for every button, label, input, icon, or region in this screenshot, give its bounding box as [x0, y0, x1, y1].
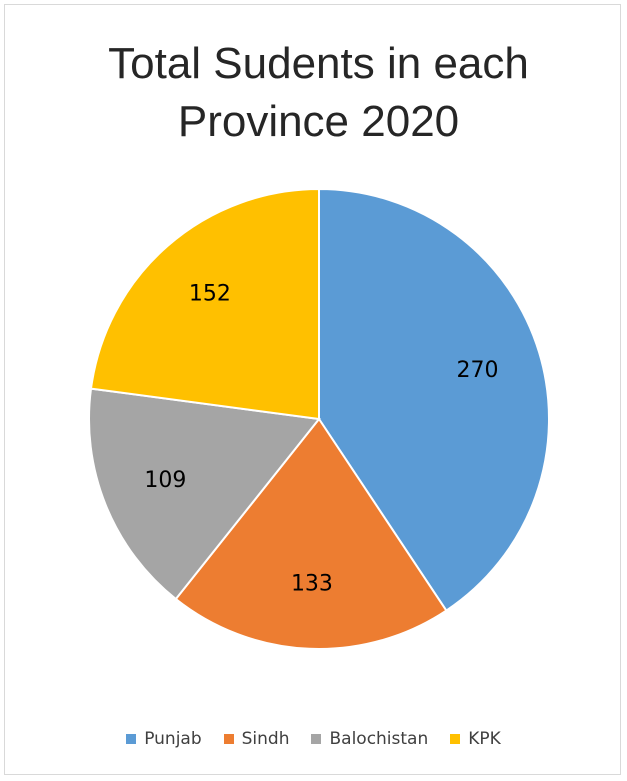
- data-label: 270: [457, 358, 499, 383]
- legend-label: Punjab: [144, 729, 202, 749]
- legend-item: Punjab: [126, 729, 202, 749]
- legend: Punjab Sindh Balochistan KPK: [5, 729, 622, 749]
- pie-slice: [174, 417, 448, 650]
- chart: Total Sudents in each Province 2020 270 1…: [4, 4, 621, 775]
- data-label: 109: [144, 468, 186, 493]
- data-label: 152: [189, 281, 231, 306]
- legend-swatch: [126, 734, 137, 744]
- legend-item: Sindh: [223, 729, 290, 749]
- legend-swatch: [450, 734, 461, 744]
- legend-label: Balochistan: [329, 729, 429, 749]
- legend-item: Balochistan: [311, 729, 428, 749]
- legend-swatch: [311, 734, 322, 744]
- chart-title: Total Sudents in each Province 2020: [108, 39, 529, 146]
- pie-slice: [88, 387, 321, 601]
- legend-item: KPK: [450, 729, 501, 749]
- data-label: 133: [291, 571, 333, 596]
- legend-swatch: [223, 734, 234, 744]
- pie-slice: [89, 187, 320, 421]
- legend-label: KPK: [468, 729, 501, 749]
- legend-label: Sindh: [241, 729, 290, 749]
- pie: 270 133 109 152: [88, 187, 550, 650]
